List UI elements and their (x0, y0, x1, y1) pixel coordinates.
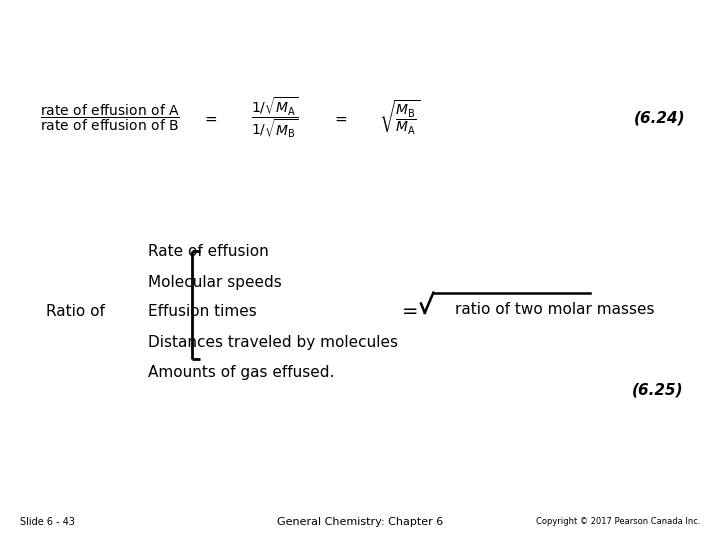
Text: =: = (402, 302, 418, 321)
Text: Amounts of gas effused.: Amounts of gas effused. (148, 364, 334, 380)
Text: ratio of two molar masses: ratio of two molar masses (455, 302, 654, 318)
Text: Rate of effusion: Rate of effusion (148, 245, 269, 260)
Text: $=$: $=$ (202, 111, 218, 125)
Text: (6.25): (6.25) (632, 382, 684, 397)
Text: Distances traveled by molecules: Distances traveled by molecules (148, 334, 398, 349)
Text: Effusion times: Effusion times (148, 305, 257, 320)
Text: (6.24): (6.24) (634, 111, 686, 125)
Text: Ratio of: Ratio of (45, 305, 104, 320)
Text: General Chemistry: Chapter 6: General Chemistry: Chapter 6 (277, 517, 443, 527)
Text: Molecular speeds: Molecular speeds (148, 274, 282, 289)
Text: $\dfrac{1/\sqrt{M_{\mathrm{A}}}}{1/\sqrt{M_{\mathrm{B}}}}$: $\dfrac{1/\sqrt{M_{\mathrm{A}}}}{1/\sqrt… (251, 96, 299, 140)
Text: $\sqrt{\dfrac{M_{\mathrm{B}}}{M_{\mathrm{A}}}}$: $\sqrt{\dfrac{M_{\mathrm{B}}}{M_{\mathrm… (379, 99, 420, 137)
Text: $\dfrac{\mathrm{rate\ of\ effusion\ of\ A}}{\mathrm{rate\ of\ effusion\ of\ B}}$: $\dfrac{\mathrm{rate\ of\ effusion\ of\ … (40, 103, 180, 133)
Text: Slide 6 - 43: Slide 6 - 43 (20, 517, 75, 527)
Text: Copyright © 2017 Pearson Canada Inc.: Copyright © 2017 Pearson Canada Inc. (536, 517, 700, 526)
Text: $=$: $=$ (332, 111, 348, 125)
